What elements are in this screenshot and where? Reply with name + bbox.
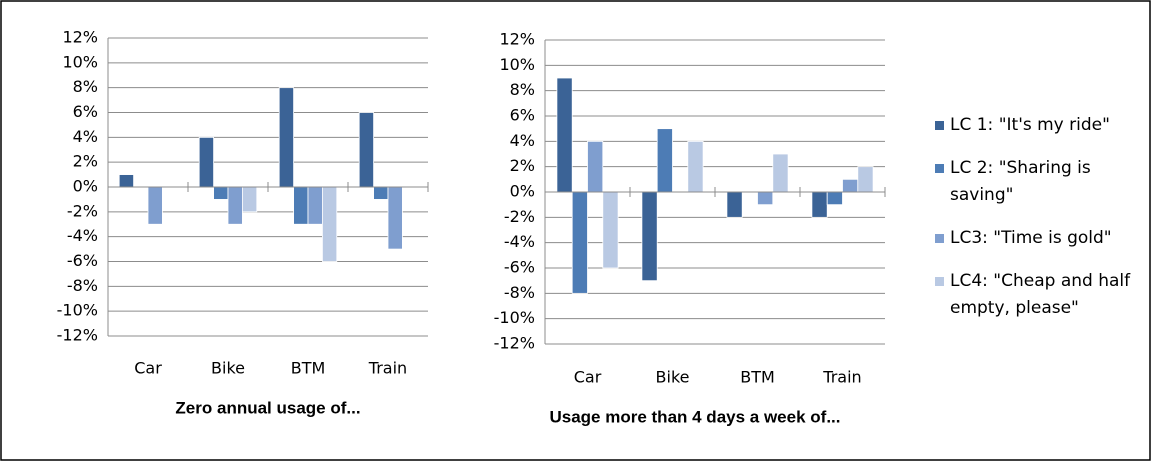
bar [307, 186, 323, 225]
bar [241, 186, 258, 213]
y-tick-label: -4% [67, 226, 98, 245]
bar [571, 191, 588, 294]
x-tick-label: BTM [740, 368, 775, 387]
bar [358, 112, 375, 188]
x-tick-label: Bike [211, 359, 245, 378]
bar [293, 186, 309, 225]
y-tick-label: -12% [494, 334, 535, 353]
bar [213, 186, 229, 200]
legend-swatch [935, 164, 944, 173]
bar [321, 186, 338, 262]
legend-swatch [935, 234, 944, 243]
y-tick-label: 6% [510, 106, 535, 125]
bar [687, 140, 704, 193]
legend-entry: LC 2: "Sharing is saving" [935, 155, 1147, 209]
legend-label: LC 1: "It's my ride" [950, 115, 1110, 135]
y-tick-label: 12% [499, 30, 535, 49]
x-tick-label: Bike [656, 368, 690, 387]
y-tick-label: -12% [57, 326, 98, 345]
y-tick-label: 12% [62, 28, 98, 47]
legend-swatch [935, 121, 944, 130]
x-tick-label: BTM [291, 359, 326, 378]
bar [198, 136, 214, 188]
legend-entry: LC 1: "It's my ride" [935, 112, 1147, 139]
x-tick-label: Car [574, 368, 602, 387]
bar [842, 178, 859, 193]
y-tick-label: 2% [510, 156, 535, 175]
y-tick-label: 2% [73, 152, 98, 171]
y-tick-label: -4% [504, 232, 535, 251]
bar [556, 77, 573, 193]
legend-label: LC4: "Cheap and half empty, please" [950, 271, 1131, 318]
x-axis-title: Zero annual usage of... [175, 398, 360, 417]
bar [602, 191, 619, 269]
legend-label: LC 2: "Sharing is saving" [950, 158, 1091, 205]
x-axis-title: Usage more than 4 days a week of... [549, 407, 840, 426]
bar [373, 186, 389, 200]
bar [726, 191, 743, 218]
legend-entry: LC4: "Cheap and half empty, please" [935, 268, 1147, 322]
bar [227, 186, 243, 225]
bar [278, 87, 295, 188]
y-tick-label: 10% [62, 52, 98, 71]
bar [826, 191, 843, 206]
x-tick-label: Car [134, 359, 162, 378]
bar [772, 153, 789, 193]
y-tick-label: -8% [67, 276, 98, 295]
legend-label: LC3: "Time is gold" [950, 228, 1112, 248]
bar [387, 186, 403, 250]
bar [757, 191, 774, 206]
bar [641, 191, 658, 282]
y-tick-label: -2% [67, 201, 98, 220]
y-tick-label: 8% [510, 80, 535, 99]
y-tick-label: 4% [510, 131, 535, 150]
y-tick-label: 0% [510, 182, 535, 201]
legend-entry: LC3: "Time is gold" [935, 225, 1147, 252]
y-tick-label: -6% [67, 251, 98, 270]
bar [147, 186, 163, 225]
bar [857, 166, 874, 193]
legend: LC 1: "It's my ride" LC 2: "Sharing is sa… [935, 112, 1147, 338]
y-tick-label: 6% [73, 102, 98, 121]
bar [587, 140, 604, 193]
y-tick-label: 0% [73, 177, 98, 196]
y-tick-label: 10% [499, 55, 535, 74]
y-tick-label: -10% [57, 301, 98, 320]
x-tick-label: Train [368, 359, 407, 378]
legend-swatch [935, 277, 944, 286]
y-tick-label: -2% [504, 207, 535, 226]
bar [656, 128, 673, 193]
y-tick-label: -8% [504, 283, 535, 302]
y-tick-label: 8% [73, 77, 98, 96]
bar [118, 174, 134, 188]
y-tick-label: 4% [73, 127, 98, 146]
y-tick-label: -10% [494, 308, 535, 327]
x-tick-label: Train [822, 368, 861, 387]
bar [811, 191, 828, 218]
y-tick-label: -6% [504, 258, 535, 277]
